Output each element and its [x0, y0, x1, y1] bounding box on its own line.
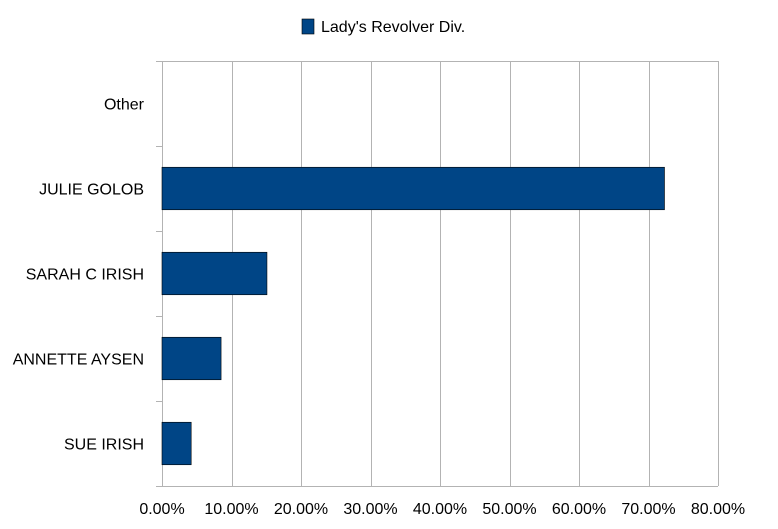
legend-swatch: [301, 18, 315, 35]
y-label-julie-golob: JULIE GOLOB: [39, 182, 144, 199]
x-label-3: 30.00%: [343, 501, 397, 518]
legend-label: Lady's Revolver Div.: [321, 19, 465, 36]
gridlines: [156, 61, 719, 487]
x-label-5: 50.00%: [482, 501, 536, 518]
y-label-sarah-c-irish: SARAH C IRISH: [26, 267, 144, 284]
bars: [161, 166, 665, 466]
bar-annette-aysen: [161, 336, 222, 381]
y-label-other: Other: [104, 97, 145, 114]
y-label-annette-aysen: ANNETTE AYSEN: [13, 352, 144, 369]
x-label-2: 20.00%: [274, 501, 328, 518]
x-label-4: 40.00%: [413, 501, 467, 518]
x-label-0: 0.00%: [139, 501, 184, 518]
bar-sue-irish: [161, 421, 192, 466]
y-axis-labels: Other JULIE GOLOB SARAH C IRISH ANNETTE AYS…: [13, 97, 145, 454]
x-label-7: 70.00%: [621, 501, 675, 518]
x-label-1: 10.00%: [204, 501, 258, 518]
bar-julie-golob: [161, 166, 665, 211]
x-axis-labels: 0.00% 10.00% 20.00% 30.00% 40.00% 50.00% 60.00…: [139, 501, 745, 518]
x-label-6: 60.00%: [552, 501, 606, 518]
x-label-8: 80.00%: [691, 501, 745, 518]
bar-sarah-c-irish: [161, 251, 268, 296]
y-label-sue-irish: SUE IRISH: [64, 437, 144, 454]
legend: Lady's Revolver Div.: [301, 18, 465, 36]
